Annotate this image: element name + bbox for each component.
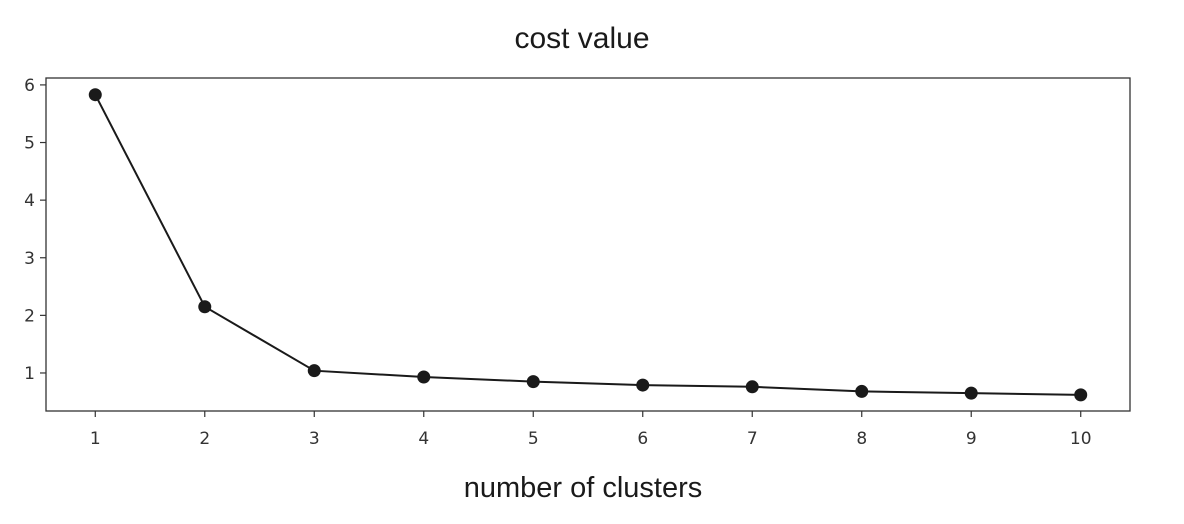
y-tick-label: 6 [24,76,35,96]
x-axis-ticks: 1 2 3 4 5 6 7 8 9 10 [90,411,1092,449]
series-layer [88,88,1088,402]
x-tick-label: 3 [309,429,320,449]
data-point [745,380,759,394]
x-tick-label: 1 [90,429,101,449]
data-point [307,364,321,378]
data-point [417,370,431,384]
y-tick-label: 1 [24,364,35,384]
series-line [94,94,1081,396]
data-point [855,384,869,398]
x-tick-label: 6 [637,429,648,449]
x-tick-label: 8 [856,429,867,449]
chart-title: cost value [514,22,650,55]
data-point [198,300,212,314]
x-tick-label: 2 [199,429,210,449]
data-point [88,88,102,102]
data-point [964,386,978,400]
x-tick-label: 5 [528,429,539,449]
x-tick-label: 9 [966,429,977,449]
x-tick-label: 4 [418,429,429,449]
data-point [636,378,650,392]
data-point [526,375,540,389]
y-tick-label: 2 [24,306,35,326]
x-tick-label: 10 [1070,429,1092,449]
y-tick-label: 4 [24,191,35,211]
y-axis-ticks: 1 2 3 4 5 6 [24,76,46,384]
x-tick-label: 7 [747,429,758,449]
plot-frame [45,77,1131,412]
y-tick-label: 3 [24,249,35,269]
x-axis-label: number of clusters [463,472,703,504]
y-tick-label: 5 [24,134,35,154]
data-point [1074,388,1088,402]
